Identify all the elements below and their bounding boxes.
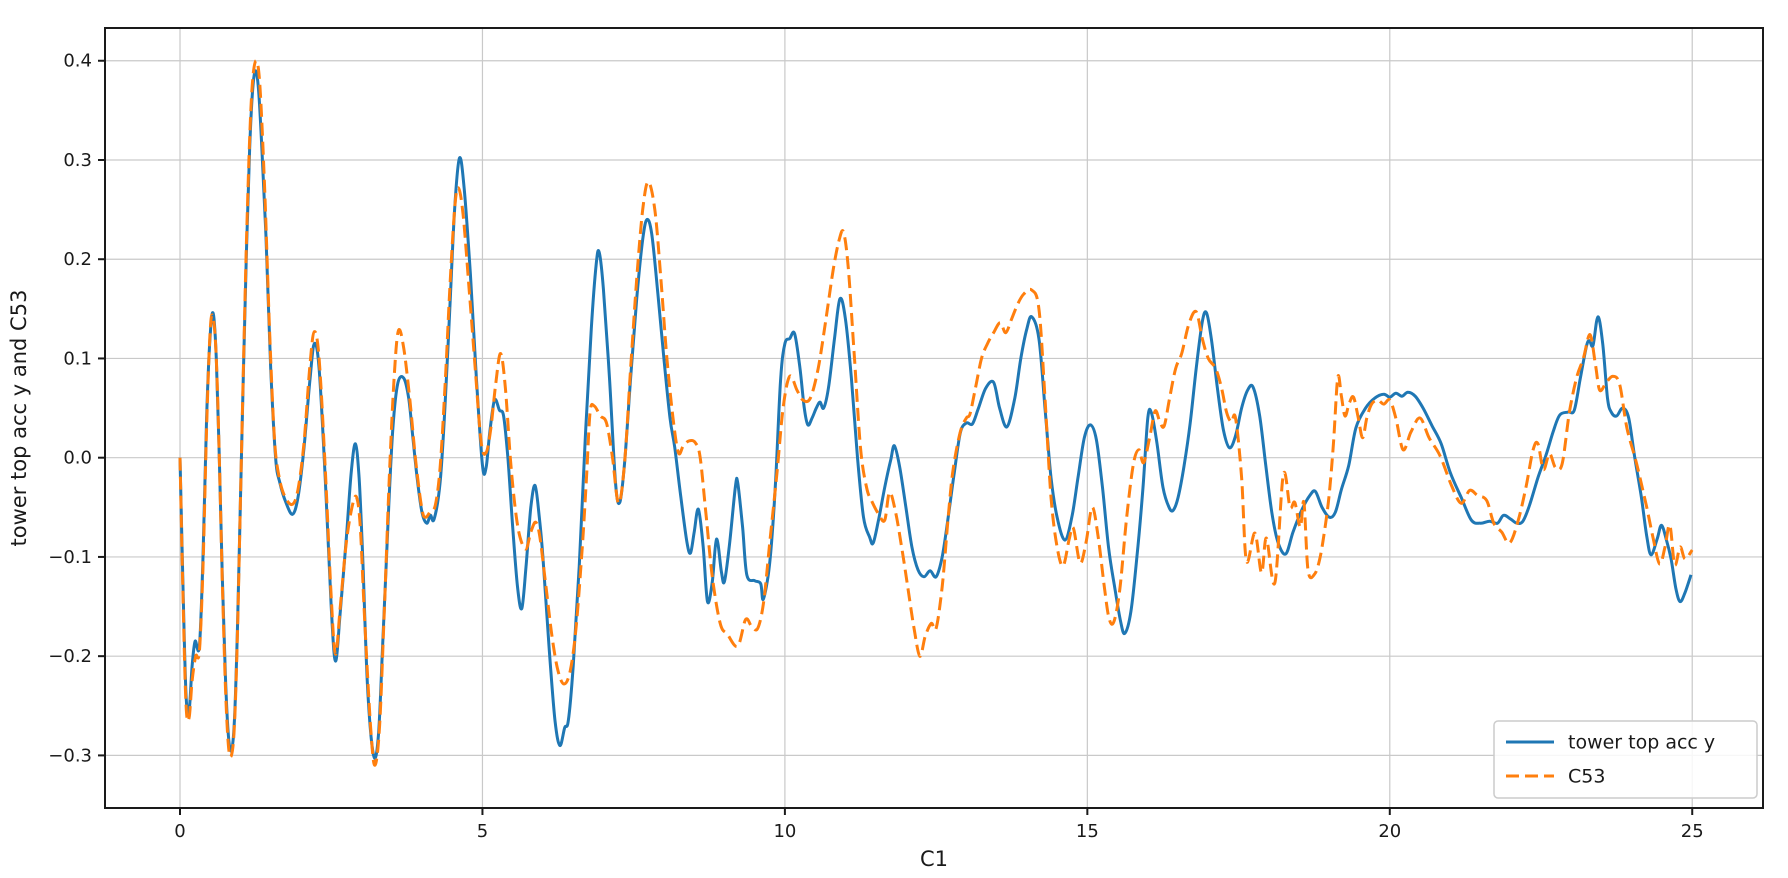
x-tick-label: 15	[1076, 821, 1099, 842]
x-tick-label: 25	[1681, 821, 1704, 842]
axes-spines	[104, 27, 1764, 809]
legend-label-c53: C53	[1568, 766, 1605, 788]
y-tick-label: 0.0	[63, 448, 92, 469]
legend-box	[1493, 720, 1758, 799]
series-line-c53	[178, 59, 1694, 767]
x-tick-label: 5	[477, 821, 488, 842]
y-tick-label: −0.3	[48, 745, 92, 766]
y-axis-label: tower top acc y and C53	[7, 290, 31, 547]
legend-label-tower-top-acc-y: tower top acc y	[1568, 732, 1715, 754]
series-layer	[178, 59, 1694, 767]
x-axis-label: C1	[920, 847, 948, 871]
y-tick-label: 0.3	[63, 150, 92, 171]
series-line-tower-top-acc-y	[178, 69, 1693, 760]
axes-layer: 0 5 10 15 20 25 −0.3 −0.2 −0.1 0.0 0.1 0.2 0.3 0.4	[48, 27, 1764, 842]
x-tick-label: 0	[174, 821, 185, 842]
x-tick-label: 20	[1378, 821, 1401, 842]
legend: tower top acc y C53	[1493, 720, 1758, 799]
x-tick-label: 10	[773, 821, 796, 842]
y-tick-label: −0.2	[48, 646, 92, 667]
y-tick-label: 0.4	[63, 51, 92, 72]
y-tick-label: 0.2	[63, 249, 92, 270]
y-tick-label: −0.1	[48, 547, 92, 568]
grid-layer	[105, 28, 1763, 808]
y-tick-label: 0.1	[63, 348, 92, 369]
